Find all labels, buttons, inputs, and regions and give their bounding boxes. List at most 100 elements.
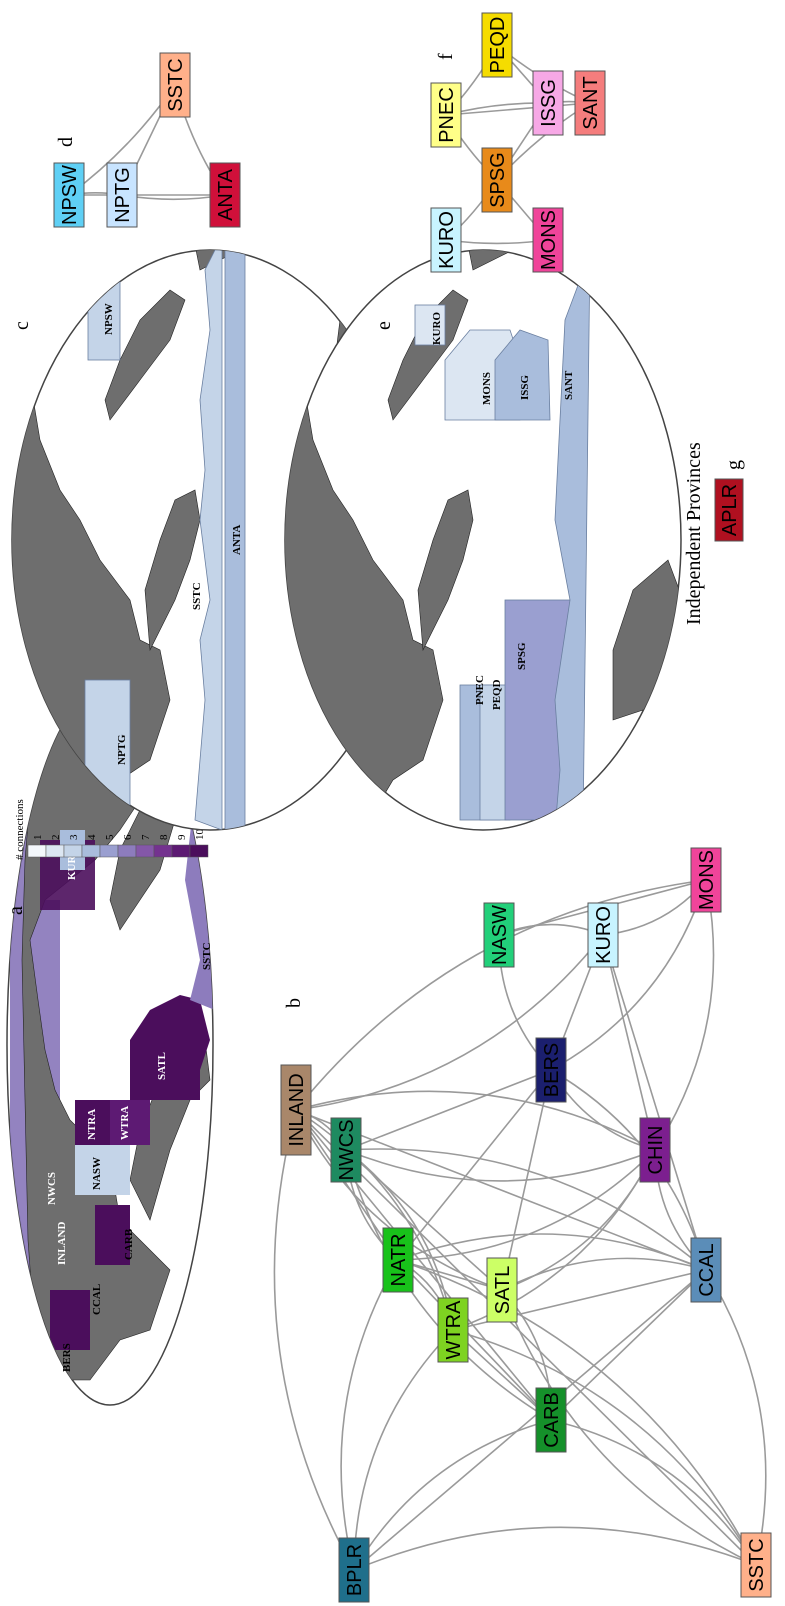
map-c-label: NPSW — [103, 303, 115, 335]
node-issg[interactable]: ISSG — [532, 70, 564, 136]
node-mons[interactable]: MONS — [690, 847, 722, 913]
node-box — [532, 207, 564, 273]
node-nptg[interactable]: NPTG — [106, 162, 138, 228]
nodes: INLAND NWCS NATR SATL WTRA CARB BPLR SSTC CCAL CH… — [280, 847, 772, 1603]
node-box — [587, 902, 619, 968]
legend-tick: 4 — [86, 834, 98, 840]
map-e-label: PNEC — [474, 675, 486, 705]
legend-swatch — [27, 844, 47, 858]
network-graph-d: SSTC NPSW NPTG ANTA — [53, 52, 241, 228]
legend-swatch — [189, 844, 209, 858]
province-carb-shape — [95, 1205, 130, 1265]
map-e-label: KURO — [431, 312, 443, 345]
legend-tick: 10 — [194, 829, 206, 841]
map-a-label: CARB — [123, 1228, 135, 1260]
map-a-label: SATL — [156, 1052, 168, 1080]
node-box — [483, 902, 515, 968]
graph-edge — [550, 1419, 757, 1566]
connections-legend: # connections 1 2 3 4 5 6 7 8 9 10 — [14, 799, 209, 860]
graph-edge — [295, 1109, 454, 1331]
node-box — [382, 1227, 414, 1293]
map-c-label: ANTA — [231, 525, 243, 555]
node-aplr[interactable]: APLR — [714, 478, 744, 542]
node-box — [690, 1237, 722, 1303]
node-nwcs[interactable]: NWCS — [330, 1117, 362, 1183]
node-box — [209, 162, 241, 228]
node-kuro[interactable]: KURO — [587, 902, 619, 968]
graph-edge — [345, 1149, 552, 1421]
map-e: PNEC PEQD SPSG MONS ISSG SANT KURO e — [284, 249, 682, 831]
panel-letter-f: f — [435, 53, 457, 60]
node-box — [714, 478, 744, 542]
graph-edge — [345, 1149, 656, 1182]
node-label: KURO — [436, 211, 458, 269]
legend-swatch — [117, 844, 137, 858]
node-box — [330, 1117, 362, 1183]
graph-edge — [345, 1148, 707, 1271]
node-spsg[interactable]: SPSG — [481, 147, 513, 213]
province-nasw-shape — [75, 1145, 130, 1195]
node-box — [159, 52, 191, 118]
map-e-label: ISSG — [519, 374, 531, 400]
graph-edge — [295, 1090, 656, 1151]
legend-tick: 9 — [176, 834, 188, 840]
panel-letter-e: e — [373, 321, 395, 330]
node-nasw[interactable]: NASW — [483, 902, 515, 968]
node-kuro[interactable]: KURO — [430, 207, 462, 273]
node-label: SATL — [492, 1266, 514, 1315]
legend-swatch — [171, 844, 191, 858]
legend-swatch — [45, 844, 65, 858]
map-a-label: CCAL — [91, 1284, 103, 1315]
graph-edge — [602, 934, 707, 1271]
node-peqd[interactable]: PEQD — [481, 12, 513, 78]
node-bplr[interactable]: BPLR — [338, 1537, 370, 1603]
node-box — [535, 1387, 567, 1453]
landmass-c-australia — [194, 250, 261, 271]
node-npsw[interactable]: NPSW — [53, 162, 85, 228]
graph-edge — [345, 1149, 503, 1291]
graph-edge — [295, 934, 604, 1111]
map-a-label: BERS — [61, 1343, 73, 1372]
node-wtra[interactable]: WTRA — [437, 1297, 469, 1363]
graph-edge — [295, 1109, 503, 1291]
node-label: BPLR — [344, 1544, 366, 1596]
graph-edge — [654, 879, 715, 1151]
legend-tick: 2 — [50, 835, 62, 841]
node-label: NWCS — [336, 1119, 358, 1180]
node-sstc[interactable]: SSTC — [740, 1532, 772, 1598]
legend-tick: 3 — [68, 834, 80, 840]
graph-edge — [550, 1269, 707, 1421]
node-label: APLR — [719, 484, 741, 536]
node-sstc[interactable]: SSTC — [159, 52, 191, 118]
node-label: CCAL — [696, 1243, 718, 1296]
legend-tick: 5 — [104, 834, 116, 840]
node-satl[interactable]: SATL — [486, 1257, 518, 1323]
node-pnec[interactable]: PNEC — [430, 82, 462, 148]
node-bers[interactable]: BERS — [535, 1037, 567, 1103]
legend-swatch — [63, 844, 83, 858]
landmass-e-africa — [387, 289, 469, 421]
node-label: ISSG — [538, 79, 560, 127]
node-ccal[interactable]: CCAL — [690, 1237, 722, 1303]
node-box — [338, 1537, 370, 1603]
node-label: PNEC — [436, 87, 458, 143]
node-mons[interactable]: MONS — [532, 207, 564, 273]
map-a-label: BPLR — [19, 1270, 31, 1300]
legend-tick: 6 — [122, 834, 134, 840]
map-a-label: CHIN — [71, 981, 83, 1010]
node-box — [535, 1037, 567, 1103]
node-chin[interactable]: CHIN — [639, 1117, 671, 1183]
nodes: SSTC NPSW NPTG ANTA — [53, 52, 241, 228]
node-anta[interactable]: ANTA — [209, 162, 241, 228]
node-inland[interactable]: INLAND — [280, 1064, 312, 1156]
node-label: SANT — [580, 76, 602, 129]
graph-edge — [445, 102, 591, 116]
panel-letter-d: d — [55, 137, 77, 147]
node-sant[interactable]: SANT — [574, 70, 606, 136]
graph-edge — [273, 1109, 355, 1571]
node-natr[interactable]: NATR — [382, 1227, 414, 1293]
panel-letter-b: b — [283, 998, 305, 1008]
province-issg-shape — [494, 329, 551, 421]
graph-edge — [397, 1149, 656, 1261]
node-carb[interactable]: CARB — [535, 1387, 567, 1453]
